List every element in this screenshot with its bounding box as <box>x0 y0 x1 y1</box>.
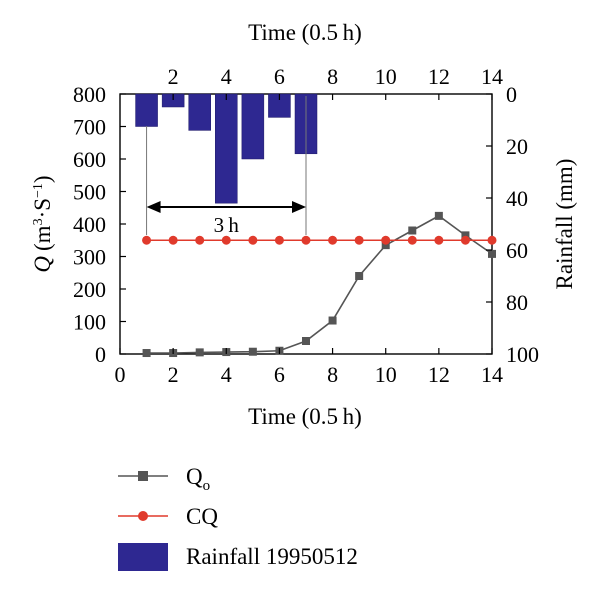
x-top-tick-label: 14 <box>481 64 503 89</box>
qo-point <box>248 347 257 356</box>
x-bottom-tick-label: 2 <box>168 362 179 387</box>
cq-point <box>301 235 311 245</box>
rainfall-bars <box>135 93 318 204</box>
y-left-tick-label: 200 <box>73 277 106 302</box>
y-left-tick-label: 100 <box>73 310 106 335</box>
cq-point <box>460 235 470 245</box>
y-left-tick-label: 300 <box>73 245 106 270</box>
qo-point <box>488 249 496 258</box>
x-top-tick-label: 4 <box>221 64 232 89</box>
x-top-tick-label: 10 <box>375 64 397 89</box>
cq-point <box>328 235 338 245</box>
x-bottom-tick-label: 12 <box>428 362 450 387</box>
x-bottom-tick-label: 8 <box>327 362 338 387</box>
qo-point <box>434 211 443 220</box>
legend-qo-name: Q <box>186 464 203 489</box>
left-axis-title: Q (m3·S−1) <box>30 175 55 272</box>
cq-point <box>354 235 364 245</box>
three-hour-annotation: 3 h <box>146 96 307 237</box>
y-left-tick-label: 500 <box>73 180 106 205</box>
y-left-tick-label: 600 <box>73 147 106 172</box>
series-lines <box>142 211 497 358</box>
legend-rainfall-label: Rainfall 19950512 <box>186 544 358 569</box>
rainfall-bar <box>215 93 238 204</box>
left-axis-symbol: Q <box>30 256 55 273</box>
bottom-axis-title: Time (0.5 h) <box>248 404 362 429</box>
qo-point <box>302 337 310 345</box>
legend-item-qo: Qo <box>118 464 210 494</box>
qo-point <box>142 349 151 358</box>
qo-point <box>328 316 337 325</box>
y-right-tick-label: 100 <box>506 342 539 367</box>
rainfall-bar <box>241 93 265 160</box>
cq-point <box>248 235 258 245</box>
annotation-label: 3 h <box>214 213 240 237</box>
y-right-tick-label: 80 <box>506 290 528 315</box>
legend-rainfall-swatch <box>118 543 168 571</box>
left-axis-unit-close: ) <box>30 175 55 183</box>
legend-item-rainfall: Rainfall 19950512 <box>118 543 358 571</box>
series-line-qo <box>146 214 493 354</box>
legend-qo-label: Qo <box>186 464 210 494</box>
qo-point <box>355 272 364 280</box>
legend-qo-marker <box>138 471 148 481</box>
y-right-tick-label: 20 <box>506 134 528 159</box>
x-bottom-tick-label: 6 <box>274 362 285 387</box>
qo-point <box>381 241 390 250</box>
y-left-tick-label: 800 <box>73 82 106 107</box>
y-right-tick-label: 0 <box>506 82 517 107</box>
left-axis-unit-sup2: −1 <box>31 183 46 198</box>
top-axis-title: Time (0.5 h) <box>248 20 362 45</box>
cq-point <box>142 235 152 245</box>
y-left-tick-label: 0 <box>95 342 106 367</box>
rainfall-bar <box>188 93 211 131</box>
x-bottom-tick-label: 14 <box>481 362 503 387</box>
x-bottom-tick-label: 4 <box>221 362 232 387</box>
x-top-tick-label: 2 <box>168 64 179 89</box>
right-axis-title: Rainfall (mm) <box>552 159 577 290</box>
y-left-tick-label: 400 <box>73 212 106 237</box>
legend-item-cq: CQ <box>118 504 218 529</box>
cq-point <box>221 235 231 245</box>
y-right-tick-label: 40 <box>506 186 528 211</box>
x-top-tick-label: 8 <box>327 64 338 89</box>
x-top-tick-label: 12 <box>428 64 450 89</box>
qo-point <box>461 231 470 240</box>
cq-point <box>407 235 417 245</box>
legend-cq-label: CQ <box>186 504 218 529</box>
cq-point <box>168 235 178 245</box>
left-axis-unit-mid: ·S <box>30 198 55 218</box>
left-axis-unit-open: (m <box>30 225 55 251</box>
cq-point <box>195 235 205 245</box>
x-bottom-tick-label: 0 <box>115 362 126 387</box>
x-bottom-tick-label: 10 <box>375 362 397 387</box>
qo-point <box>408 226 417 235</box>
annotation-arrowhead-right <box>292 201 306 213</box>
y-right-tick-label: 60 <box>506 238 528 263</box>
left-axis-unit-sup1: 3 <box>31 218 46 225</box>
rainfall-bar <box>135 93 158 127</box>
y-left-tick-label: 700 <box>73 115 106 140</box>
cq-point <box>487 235 497 245</box>
legend-qo-subscript: o <box>203 478 211 494</box>
annotation-arrowhead-left <box>146 201 161 213</box>
x-top-tick-label: 6 <box>274 64 285 89</box>
legend-cq-marker <box>138 511 148 521</box>
legend: Qo CQ Rainfall 19950512 <box>118 464 358 571</box>
qo-point <box>195 348 204 357</box>
cq-point <box>274 235 284 245</box>
cq-point <box>434 235 444 245</box>
axis-ticks: 0 2 4 6 8 10 12 142 4 6 8 10 12 140100200300400500600… <box>73 64 539 387</box>
cq-point <box>381 235 391 245</box>
